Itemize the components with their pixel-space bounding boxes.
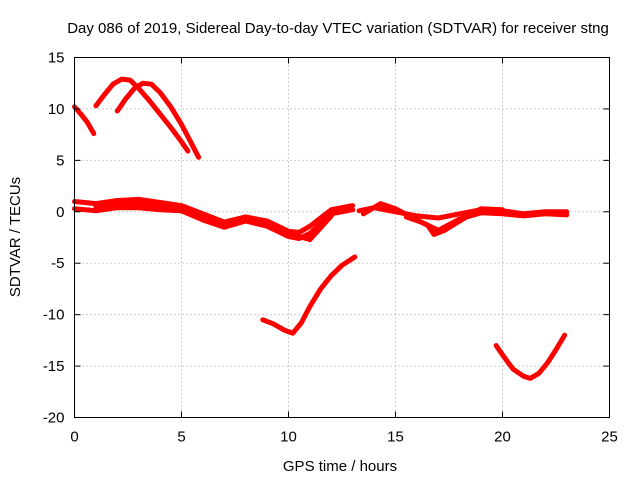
x-tick-label: 20 — [494, 429, 511, 446]
series-line-baseline-c — [93, 201, 334, 243]
series-group — [72, 76, 570, 381]
y-tick-label: 0 — [56, 204, 64, 221]
x-axis-label: GPS time / hours — [283, 458, 397, 475]
y-tick-label: 5 — [56, 152, 64, 169]
grid — [74, 57, 610, 418]
y-tick-label: -20 — [43, 410, 65, 427]
x-tick-label: 10 — [280, 429, 297, 446]
series-line-dip-late — [493, 332, 568, 381]
x-tick-label: 5 — [177, 429, 185, 446]
axis-ticks: 0 5 10 15 20 25 -20 -15 -10 -5 0 5 10 15 — [43, 50, 618, 446]
y-tick-label: 15 — [48, 50, 65, 67]
y-tick-label: -15 — [43, 358, 65, 375]
y-tick-label: -5 — [51, 255, 64, 272]
x-tick-label: 25 — [601, 429, 618, 446]
series-line-dip-mid — [260, 254, 358, 336]
x-tick-label: 0 — [70, 429, 78, 446]
series-line-baseline-b — [72, 205, 356, 241]
series-line-arc-early-descending — [72, 104, 97, 137]
plot-frame — [74, 57, 610, 418]
series-line-arc-peak-b — [114, 80, 202, 160]
y-tick-label: 10 — [48, 101, 65, 118]
y-axis-label: SDTVAR / TECUs — [7, 177, 24, 297]
y-tick-label: -10 — [43, 307, 65, 324]
chart-title: Day 086 of 2019, Sidereal Day-to-day VTE… — [67, 20, 609, 37]
series-line-baseline-f — [403, 206, 505, 237]
x-tick-label: 15 — [387, 429, 404, 446]
